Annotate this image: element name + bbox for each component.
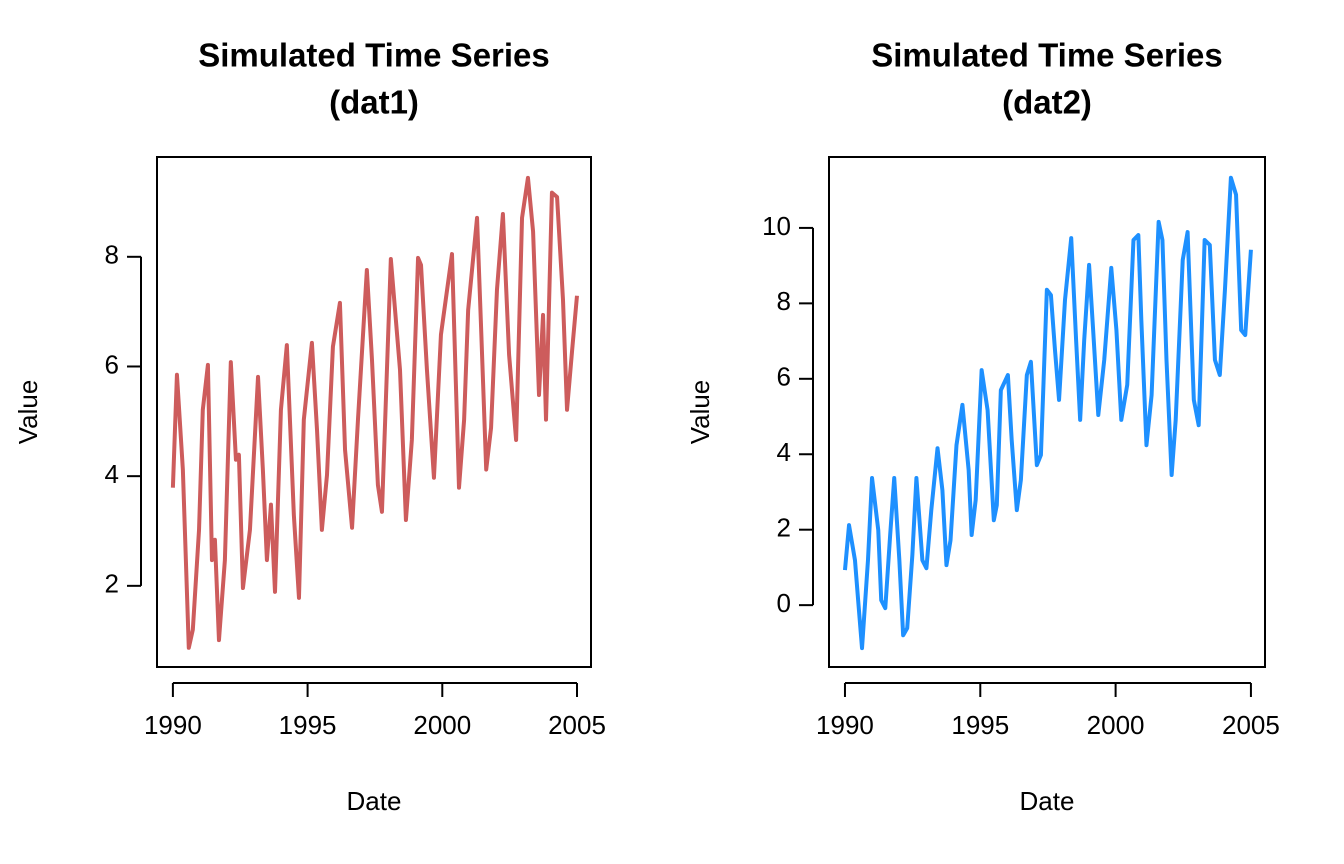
y-tick-label: 4 — [105, 459, 119, 489]
y-axis-label: Value — [685, 380, 715, 445]
plot-box — [156, 156, 592, 668]
chart-title: Simulated Time Series — [871, 37, 1223, 74]
x-tick-label: 2000 — [413, 710, 471, 740]
x-axis-label: Date — [1020, 786, 1075, 816]
x-tick-label: 1990 — [816, 710, 874, 740]
y-tick-label: 2 — [105, 569, 119, 599]
y-tick-label: 8 — [777, 286, 791, 316]
y-tick-label: 0 — [777, 588, 791, 618]
chart-title: (dat2) — [1002, 84, 1092, 121]
x-axis-label: Date — [347, 786, 402, 816]
data-line — [842, 175, 1253, 651]
y-tick-label: 6 — [105, 349, 119, 379]
x-tick-label: 2005 — [1222, 710, 1280, 740]
y-axis-label: Value — [13, 380, 43, 445]
chart-title: (dat1) — [329, 84, 419, 121]
y-tick-label: 2 — [777, 513, 791, 543]
y-tick-label: 4 — [777, 437, 791, 467]
chart-title: Simulated Time Series — [198, 37, 550, 74]
y-tick-label: 6 — [777, 362, 791, 392]
x-tick-label: 1995 — [279, 710, 337, 740]
y-tick-label: 10 — [762, 211, 791, 241]
plot-box — [828, 156, 1266, 668]
data-line — [170, 175, 579, 650]
x-tick-label: 1995 — [951, 710, 1009, 740]
x-tick-label: 2005 — [548, 710, 606, 740]
x-tick-label: 2000 — [1087, 710, 1145, 740]
x-tick-label: 1990 — [144, 710, 202, 740]
y-tick-label: 8 — [105, 240, 119, 270]
